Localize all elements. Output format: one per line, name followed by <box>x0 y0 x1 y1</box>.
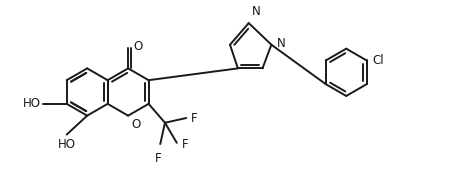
Text: N: N <box>251 5 260 18</box>
Text: F: F <box>181 138 188 151</box>
Text: HO: HO <box>57 137 76 150</box>
Text: Cl: Cl <box>372 54 383 67</box>
Text: O: O <box>131 118 140 131</box>
Text: HO: HO <box>23 97 41 110</box>
Text: O: O <box>133 40 142 53</box>
Text: F: F <box>191 112 197 124</box>
Text: F: F <box>155 152 161 165</box>
Text: N: N <box>277 37 285 50</box>
